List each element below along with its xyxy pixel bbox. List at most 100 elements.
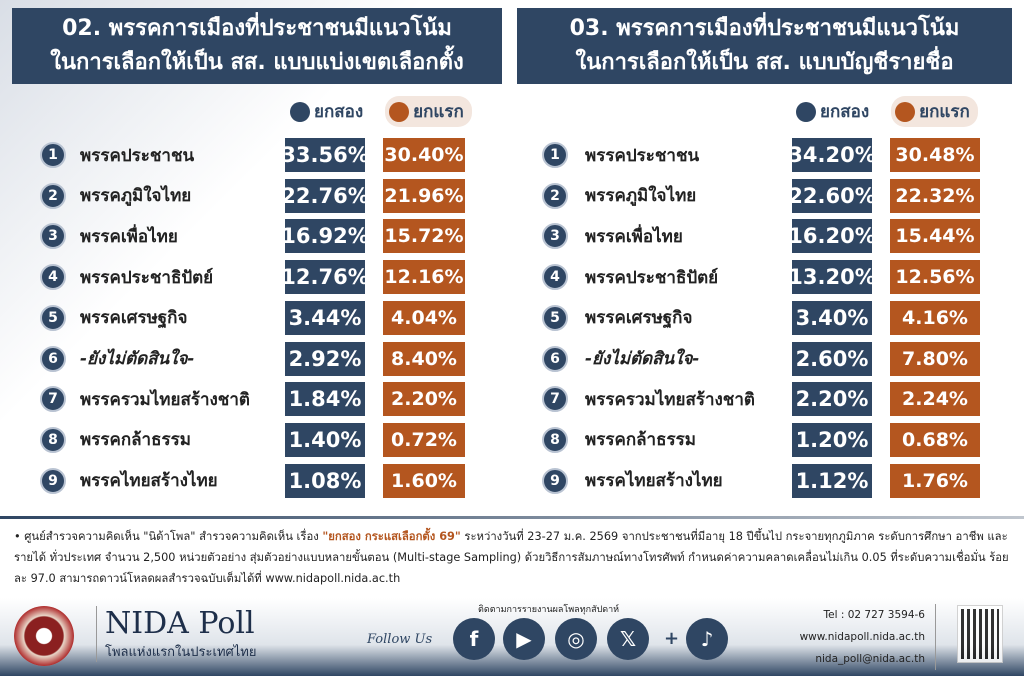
party-name: พรรคเศรษฐกิจ xyxy=(585,308,693,329)
rank-badge: 3 xyxy=(40,223,66,250)
rank-badge: 1 xyxy=(40,142,66,168)
rank-badge: 9 xyxy=(40,467,66,494)
value-round2: 22.60% xyxy=(788,178,876,213)
table-row: 8 พรรคกล้าธรรม 1.40% 0.72% xyxy=(12,422,502,457)
brand: NIDA Poll โพลแห่งแรกในประเทศไทย xyxy=(96,606,257,662)
value-round2: 12.76% xyxy=(281,260,369,295)
party-name: พรรคกล้าธรรม xyxy=(585,430,696,451)
value-round1: 12.56% xyxy=(890,260,980,295)
brand-name: NIDA Poll xyxy=(105,606,255,641)
value-round1: 2.20% xyxy=(383,382,465,417)
party-name: พรรครวมไทยสร้างชาติ xyxy=(585,389,755,410)
table-row: 6 -ยังไม่ตัดสินใจ- 2.60% 7.80% xyxy=(517,341,1012,376)
table-row: 4 พรรคประชาธิปัตย์ 13.20% 12.56% xyxy=(517,260,1012,295)
legend-swatch xyxy=(796,101,816,122)
party-name: พรรคภูมิใจไทย xyxy=(585,186,697,207)
poll-panel-1: 02. พรรคการเมืองที่ประชาชนมีแนวโน้ม ในการ… xyxy=(12,8,502,508)
table-row: 9 พรรคไทยสร้างไทย 1.12% 1.76% xyxy=(517,463,1012,498)
email-link[interactable]: nida_poll@nida.ac.th xyxy=(815,653,925,665)
note-text-2: ระหว่างวันที่ 23-27 ม.ค. 2569 จากประชาชน… xyxy=(14,530,1009,585)
x-icon[interactable]: 𝕏 xyxy=(607,618,649,660)
value-round1: 1.60% xyxy=(383,463,465,498)
value-round2: 2.20% xyxy=(792,382,872,417)
note-text: ศูนย์สำรวจความคิดเห็น "นิด้าโพล" สำรวจคว… xyxy=(24,530,323,543)
survey-note: • ศูนย์สำรวจความคิดเห็น "นิด้าโพล" สำรวจ… xyxy=(14,530,1009,585)
value-round2: 3.40% xyxy=(792,300,872,335)
table-row: 4 พรรคประชาธิปัตย์ 12.76% 12.16% xyxy=(12,260,502,295)
value-round1: 30.40% xyxy=(383,138,465,172)
value-round2: 2.92% xyxy=(285,341,365,376)
website-link[interactable]: www.nidapoll.nida.ac.th xyxy=(799,631,925,643)
value-round1: 0.72% xyxy=(383,422,465,457)
legend: ยกสอง ยกแรก xyxy=(792,96,978,127)
follow-caption: ติดตามการรายงานผลโพลทุกสัปดาห์ xyxy=(478,605,620,615)
panel-title-line1: 03. พรรคการเมืองที่ประชาชนมีแนวโน้ม xyxy=(569,16,960,41)
party-name: พรรคไทยสร้างไทย xyxy=(80,471,218,492)
party-name: พรรคกล้าธรรม xyxy=(80,430,191,451)
table-row: 7 พรรครวมไทยสร้างชาติ 2.20% 2.24% xyxy=(517,382,1012,417)
value-round1: 7.80% xyxy=(890,341,980,376)
follow-us-label: Follow Us xyxy=(367,632,433,647)
table-row: 7 พรรครวมไทยสร้างชาติ 1.84% 2.20% xyxy=(12,382,502,417)
party-name: พรรคเพื่อไทย xyxy=(80,226,178,247)
party-name: พรรคประชาธิปัตย์ xyxy=(585,267,719,288)
value-round2: 3.44% xyxy=(285,300,365,335)
rank-badge: 5 xyxy=(40,304,66,331)
party-name: พรรคเศรษฐกิจ xyxy=(80,308,188,329)
table-row: 1 พรรคประชาชน 33.56% 30.40% xyxy=(12,138,502,172)
tiktok-icon[interactable]: ♪ xyxy=(686,618,728,660)
value-round2: 1.20% xyxy=(792,422,872,457)
legend-label: ยกสอง xyxy=(314,102,364,122)
legend: ยกสอง ยกแรก xyxy=(286,96,472,127)
value-round2: 16.92% xyxy=(281,219,369,254)
table-row: 3 พรรคเพื่อไทย 16.92% 15.72% xyxy=(12,219,502,254)
value-round1: 15.72% xyxy=(383,219,465,254)
youtube-icon[interactable]: ▶ xyxy=(503,618,545,660)
party-name: พรรคเพื่อไทย xyxy=(585,226,683,247)
value-round1: 4.04% xyxy=(383,300,465,335)
value-round2: 34.20% xyxy=(788,138,876,172)
value-round1: 30.48% xyxy=(890,138,980,172)
value-round2: 1.12% xyxy=(792,463,872,498)
survey-title: "ยกสอง กระแสเลือกตั้ง 69" xyxy=(322,530,461,543)
value-round1: 0.68% xyxy=(890,422,980,457)
qr-code xyxy=(957,605,1003,663)
rank-badge: 2 xyxy=(40,182,66,209)
rank-badge: 4 xyxy=(40,264,66,291)
table-row: 1 พรรคประชาชน 34.20% 30.48% xyxy=(517,138,1012,172)
panel-title-line2: ในการเลือกให้เป็น สส. แบบแบ่งเขตเลือกตั้… xyxy=(50,50,464,75)
rank-badge: 2 xyxy=(542,182,568,209)
panel-title-line2: ในการเลือกให้เป็น สส. แบบบัญชีรายชื่อ xyxy=(575,50,954,75)
rank-badge: 6 xyxy=(542,345,568,372)
panel-header: 02. พรรคการเมืองที่ประชาชนมีแนวโน้ม ในการ… xyxy=(12,8,502,84)
value-round1: 21.96% xyxy=(383,178,465,213)
value-round2: 16.20% xyxy=(788,219,876,254)
poll-panel-2: 03. พรรคการเมืองที่ประชาชนมีแนวโน้มในการ… xyxy=(517,8,1012,508)
party-name: -ยังไม่ตัดสินใจ- xyxy=(80,349,195,369)
legend-item: ยกแรก xyxy=(385,96,472,127)
table-row: 2 พรรคภูมิใจไทย 22.60% 22.32% xyxy=(517,178,1012,213)
table-row: 5 พรรคเศรษฐกิจ 3.40% 4.16% xyxy=(517,300,1012,335)
party-name: -ยังไม่ตัดสินใจ- xyxy=(585,349,700,369)
instagram-icon[interactable]: ◎ xyxy=(555,618,597,660)
value-round1: 12.16% xyxy=(383,260,465,295)
legend-label: ยกแรก xyxy=(919,102,970,122)
plus-sign: + xyxy=(664,628,680,649)
party-name: พรรคภูมิใจไทย xyxy=(80,186,192,207)
value-round2: 1.08% xyxy=(285,463,365,498)
value-round2: 1.84% xyxy=(285,382,365,417)
legend-label: ยกสอง xyxy=(820,102,870,122)
value-round1: 22.32% xyxy=(890,178,980,213)
contact-info: Tel : 02 727 3594-6 www.nidapoll.nida.ac… xyxy=(800,604,936,670)
panel-header: 03. พรรคการเมืองที่ประชาชนมีแนวโน้มในการ… xyxy=(517,8,1012,84)
rank-badge: 7 xyxy=(40,386,66,413)
value-round1: 4.16% xyxy=(890,300,980,335)
party-name: พรรคไทยสร้างไทย xyxy=(585,471,723,492)
rank-badge: 8 xyxy=(542,426,568,453)
facebook-icon[interactable]: f xyxy=(453,618,495,660)
rank-badge: 4 xyxy=(542,264,568,291)
legend-item: ยกแรก xyxy=(891,96,978,127)
rank-badge: 6 xyxy=(40,345,66,372)
value-round1: 1.76% xyxy=(890,463,980,498)
legend-swatch xyxy=(290,101,310,122)
